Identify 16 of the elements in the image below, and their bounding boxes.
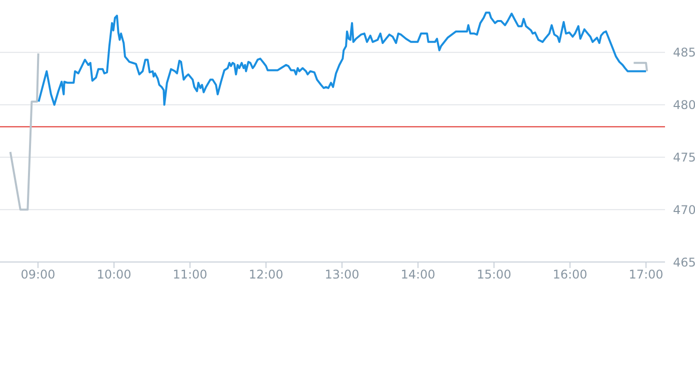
x-tick-label: 17:00: [628, 268, 664, 282]
x-tick-label: 16:00: [552, 268, 588, 282]
y-tick-label: 475: [673, 150, 695, 164]
x-tick-label: 14:00: [400, 268, 436, 282]
x-tick-label: 09:00: [20, 268, 56, 282]
line-series: [9, 52, 40, 211]
x-tick-label: 13:00: [324, 268, 360, 282]
x-tick-label: 11:00: [172, 268, 208, 282]
y-tick-label: 485: [673, 46, 695, 60]
line-series: [38, 12, 647, 106]
x-tick-label: 12:00: [248, 268, 284, 282]
x-tick-label: 10:00: [96, 268, 132, 282]
y-tick-label: 470: [673, 202, 695, 217]
y-tick-label: 480: [673, 98, 695, 112]
y-tick-label: 465: [673, 255, 695, 270]
x-tick-label: 15:00: [476, 268, 512, 282]
